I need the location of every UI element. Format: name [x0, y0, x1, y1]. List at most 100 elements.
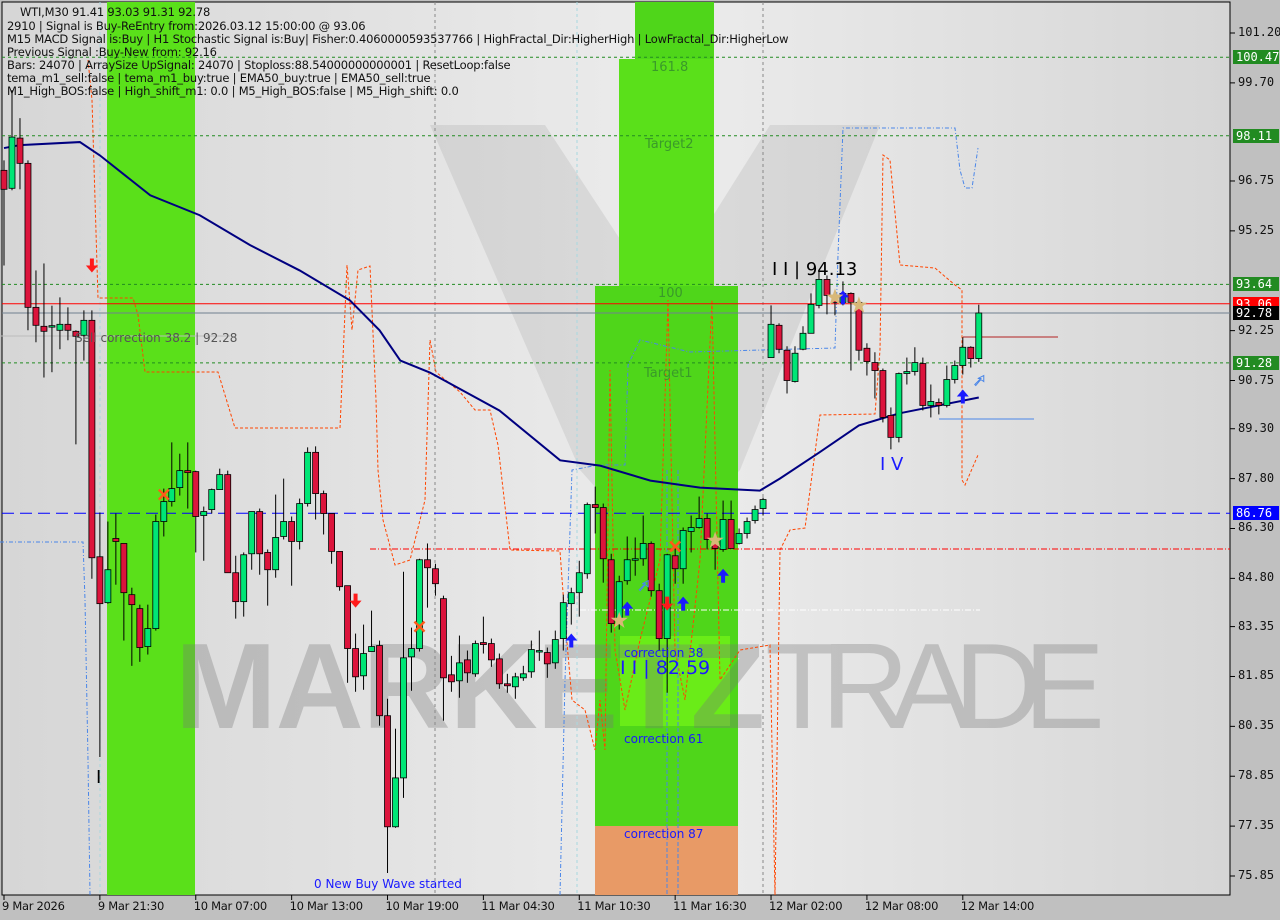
- bear-candle: [440, 598, 447, 679]
- hollow-arrow-icon: [638, 579, 649, 592]
- fib-161-label: 161.8: [651, 60, 689, 75]
- bull-candle: [176, 470, 184, 488]
- orange-band-line: [87, 59, 776, 896]
- buy-arrow-icon: [677, 596, 690, 611]
- y-tick-label: 99.70: [1238, 74, 1275, 89]
- bull-candle: [408, 648, 415, 658]
- bear-candle: [96, 556, 104, 605]
- hollow-arrow-icon: [974, 374, 985, 387]
- bull-candle: [208, 489, 216, 510]
- signal-markers: [85, 258, 985, 648]
- bear-candle: [32, 306, 40, 326]
- info-line-tema: tema_m1_sell:false | tema_m1_buy:true | …: [7, 71, 431, 85]
- bear-candle: [72, 330, 80, 337]
- bear-candle: [232, 572, 240, 603]
- bear-candle: [479, 642, 487, 645]
- x-tick-label: 10 Mar 19:00: [385, 899, 459, 913]
- bear-candle: [312, 451, 320, 494]
- y-tick-label: 87.80: [1238, 470, 1275, 485]
- bull-candle: [559, 602, 567, 639]
- bear-candle: [256, 511, 264, 555]
- y-axis-ticks: [1230, 32, 1235, 877]
- bear-candle: [24, 162, 32, 308]
- bull-candle: [527, 649, 535, 673]
- star-icon: [850, 296, 868, 313]
- blue-band-line-left: [0, 541, 91, 896]
- y-tick-label: 83.35: [1238, 618, 1275, 633]
- bear-candle: [503, 683, 511, 687]
- info-line-bos: M1_High_BOS:false | High_shift_m1: 0.0 |…: [7, 84, 459, 98]
- x-tick-label: 11 Mar 04:30: [481, 899, 555, 913]
- bull-candle: [687, 527, 695, 532]
- y-tick-label: 81.85: [1238, 668, 1275, 683]
- info-line-bars: Bars: 24070 | ArraySize UpSignal: 24070 …: [7, 58, 511, 72]
- bull-candle: [104, 569, 112, 604]
- bear-candle: [703, 518, 711, 540]
- buy-arrow-icon: [836, 290, 849, 305]
- y-tick-label: 75.85: [1238, 868, 1275, 882]
- bear-candle: [88, 319, 96, 559]
- bear-candle: [887, 415, 895, 438]
- zone-green-left: [107, 2, 195, 895]
- y-tick-label: 84.80: [1238, 570, 1275, 585]
- y-tick-label: 96.75: [1238, 172, 1275, 187]
- sell-arrow-icon: [661, 596, 674, 611]
- bear-candle: [424, 559, 431, 569]
- sell-arrow-icon: [85, 258, 98, 273]
- bull-candle: [551, 639, 559, 664]
- blue-band-line: [559, 127, 979, 896]
- bear-candle: [599, 507, 607, 560]
- bear-candle: [0, 169, 8, 190]
- wave-1-label: I: [96, 767, 102, 788]
- y-tick-label: 77.35: [1238, 818, 1275, 833]
- zone-green-top: [635, 2, 714, 59]
- bull-candle: [400, 657, 407, 779]
- bear-candle: [495, 658, 503, 685]
- bull-candle: [575, 572, 583, 594]
- bear-candle: [120, 543, 128, 594]
- x-tick-label: 11 Mar 16:30: [673, 899, 747, 913]
- bull-candle: [152, 521, 160, 629]
- price-tag: 91.28: [1233, 355, 1279, 370]
- bull-candle: [168, 488, 176, 502]
- price-tag: 100.47: [1233, 50, 1279, 65]
- bear-candle: [320, 493, 328, 514]
- zone-green-target: [619, 59, 714, 286]
- bull-candle: [583, 504, 591, 575]
- bull-candle: [296, 503, 304, 542]
- bear-candle: [543, 652, 551, 665]
- info-line-signal: 2910 | Signal is Buy-ReEntry from:2026.0…: [7, 19, 366, 33]
- sell-correction-label: Sell correction 38.2 | 92.28: [75, 331, 238, 345]
- bull-candle: [304, 451, 312, 504]
- buy-arrow-icon: [621, 601, 634, 616]
- bull-candle: [272, 537, 280, 571]
- info-line-previous: Previous Signal :Buy-New from: 92.16: [7, 45, 217, 59]
- bear-candle: [288, 521, 296, 542]
- bull-candle: [799, 332, 807, 350]
- bull-candle: [895, 373, 903, 438]
- bear-candle: [376, 645, 383, 717]
- bull-candle: [8, 136, 16, 189]
- target1-label: Target1: [644, 366, 693, 381]
- bull-candle: [456, 662, 463, 682]
- correction-38-label: correction 38: [624, 646, 704, 660]
- bull-candle: [751, 509, 759, 521]
- bear-candle: [647, 543, 655, 592]
- bull-candle: [360, 653, 367, 677]
- bull-candle: [144, 628, 152, 647]
- bear-candle: [432, 568, 439, 585]
- bear-candle: [967, 346, 975, 359]
- bear-candle: [224, 474, 232, 574]
- cross-icon: [157, 488, 170, 501]
- bull-candle: [160, 501, 168, 522]
- bear-candle: [336, 551, 343, 588]
- bear-candle: [384, 715, 391, 828]
- bear-candle: [352, 648, 359, 678]
- bull-candle: [943, 379, 951, 406]
- watermark-text-trade: TRADE: [765, 618, 1105, 754]
- bull-candle: [280, 521, 288, 537]
- orange-band-line-right: [774, 154, 979, 896]
- info-line-indicators: M15 MACD Signal is:Buy | H1 Stochastic S…: [7, 32, 789, 46]
- price-tag: 93.64: [1233, 277, 1279, 292]
